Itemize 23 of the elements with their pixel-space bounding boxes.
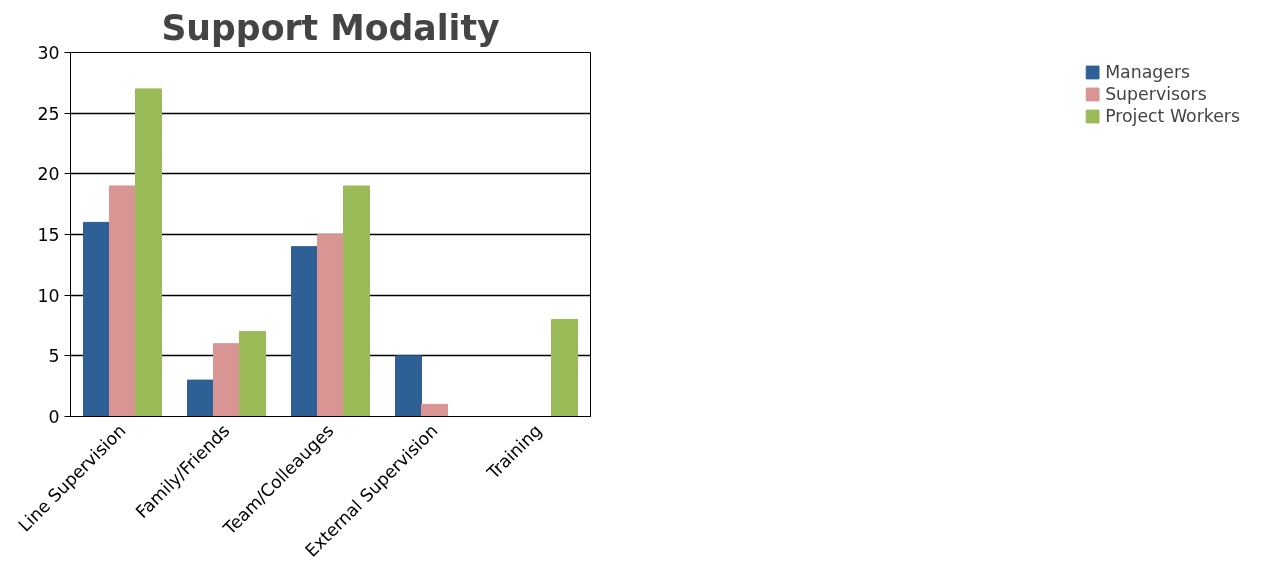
bar: [83, 221, 110, 417]
bar: [213, 343, 240, 417]
bar: [291, 246, 318, 417]
y-tick-label: 15: [37, 225, 60, 245]
bar: [421, 403, 448, 417]
bar: [187, 379, 214, 417]
y-tick-label: 25: [37, 103, 60, 124]
bar: [395, 355, 422, 417]
bar: [317, 234, 344, 417]
y-tick-label: 5: [48, 346, 60, 367]
y-tick-label: 20: [37, 164, 60, 185]
y-tick-label: 30: [37, 43, 60, 63]
bar: [135, 88, 162, 417]
legend-label: Project Workers: [1105, 106, 1240, 126]
bar: [551, 318, 578, 417]
legend-label: Supervisors: [1105, 84, 1207, 104]
bar: [239, 331, 266, 417]
bar: [109, 185, 136, 417]
y-tick-label: 0: [48, 407, 60, 427]
legend-label: Managers: [1105, 62, 1191, 82]
y-tick-label: 10: [37, 285, 60, 306]
bar: [343, 185, 370, 417]
chart-title: Support Modality: [161, 7, 500, 48]
